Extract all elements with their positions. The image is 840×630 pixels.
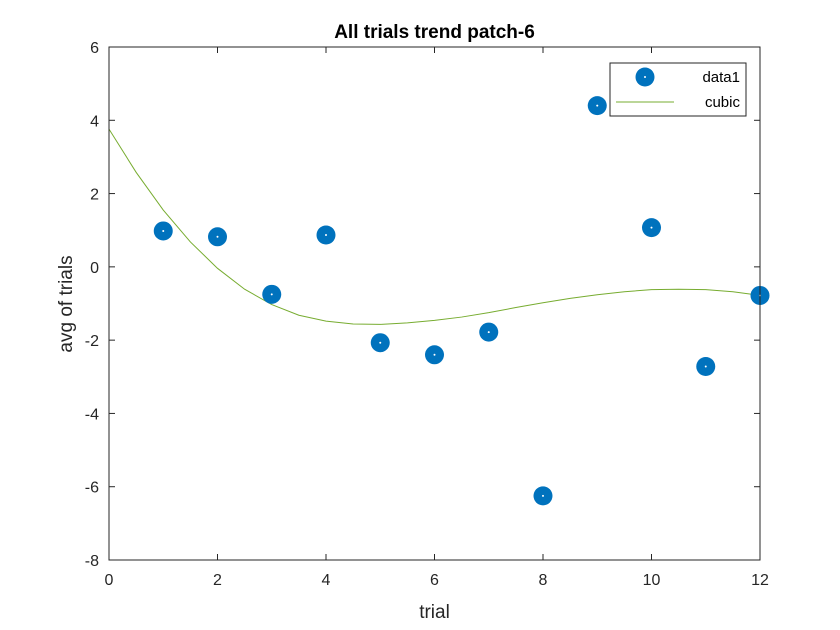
- data-point: [425, 345, 444, 365]
- y-axis-label: avg of trials: [56, 255, 77, 352]
- data-point-center: [270, 293, 273, 296]
- data-point-center: [379, 341, 382, 344]
- data-point-center: [325, 233, 327, 236]
- data-point-center: [216, 235, 219, 238]
- x-tick-label: 0: [105, 572, 114, 589]
- data-point: [533, 486, 553, 506]
- x-tick-label: 8: [539, 572, 548, 589]
- x-axis-label: trial: [419, 602, 450, 623]
- y-tick-label: 2: [90, 187, 99, 204]
- data-point: [479, 322, 499, 342]
- data-point: [642, 218, 661, 238]
- chart-title: All trials trend patch-6: [334, 22, 535, 43]
- data-point: [696, 357, 716, 377]
- legend-marker-center: [644, 76, 646, 78]
- y-tick-label: -6: [85, 480, 99, 497]
- x-tick-label: 4: [322, 572, 331, 589]
- data-point: [153, 221, 173, 241]
- data-point: [370, 333, 390, 353]
- data-point: [208, 227, 227, 247]
- data-point: [587, 96, 607, 116]
- y-tick-label: -8: [85, 553, 99, 570]
- data-point-center: [542, 494, 544, 497]
- y-tick-label: 6: [90, 40, 99, 57]
- data-point-center: [487, 331, 490, 334]
- y-tick-label: -2: [85, 333, 99, 350]
- x-tick-label: 6: [430, 572, 439, 589]
- data-point: [262, 284, 282, 304]
- legend-box: [609, 62, 747, 117]
- legend-label-data1: data1: [702, 69, 740, 86]
- data-point-center: [433, 353, 436, 356]
- x-tick-label: 2: [213, 572, 222, 589]
- ticks-layer: 0 2 4 6 8 10 12 -8 -6 -4 -2 0 2 4 6: [85, 40, 769, 589]
- data-point-center: [162, 229, 165, 232]
- y-tick-label: 4: [90, 113, 99, 130]
- data-point-center: [650, 226, 653, 229]
- data-point: [316, 225, 336, 245]
- data-point-center: [704, 365, 707, 368]
- x-tick-label: 12: [751, 572, 769, 589]
- legend: data1 cubic: [609, 62, 747, 117]
- legend-label-cubic: cubic: [705, 94, 741, 111]
- y-tick-label: 0: [90, 260, 99, 277]
- series-line-cubic: [109, 128, 760, 325]
- x-tick-label: 10: [643, 572, 661, 589]
- data-point-center: [596, 104, 599, 107]
- y-tick-label: -4: [85, 406, 99, 423]
- plot-area: [109, 47, 760, 560]
